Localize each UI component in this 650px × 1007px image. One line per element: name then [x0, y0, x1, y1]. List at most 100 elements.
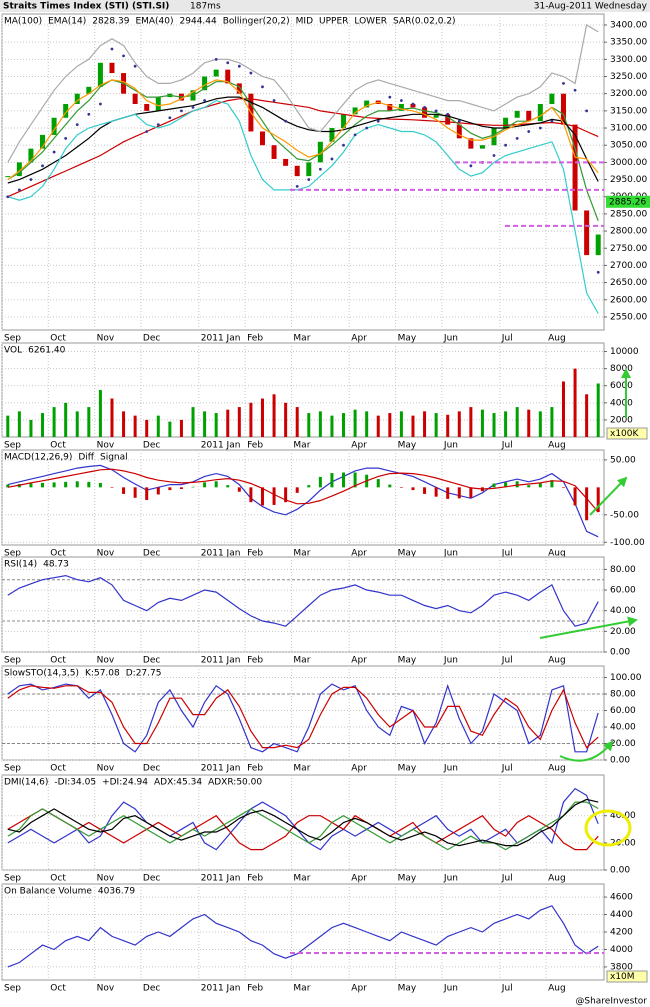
x-tick-label: Mar: [293, 874, 310, 884]
y-tick-label: 50.00: [610, 455, 636, 465]
panel-frame: [1, 556, 605, 653]
sar-dot: [376, 119, 380, 123]
volume-bar: [87, 407, 91, 437]
candle: [422, 107, 428, 118]
x-tick-label: Oct: [50, 874, 66, 884]
legend-entry: MA(100): [4, 17, 42, 27]
y-tick-label: 4000: [610, 945, 633, 955]
volume-bar: [6, 415, 10, 437]
histogram-bar: [561, 487, 565, 488]
histogram-bar: [191, 486, 195, 488]
candle: [387, 103, 393, 111]
sar-dot: [237, 64, 241, 68]
panel-frame: [1, 449, 605, 546]
y-tick-label: 2000: [610, 415, 633, 425]
histogram-bar: [29, 483, 33, 488]
x-tick-label: Sep: [4, 874, 21, 884]
histogram-bar: [145, 487, 149, 500]
x-tick-label: Jun: [443, 656, 458, 666]
y-tick-label: 4600: [610, 893, 633, 903]
histogram-bar: [237, 487, 241, 492]
y-tick-label: 3100.00: [610, 124, 647, 134]
volume-bar: [52, 407, 56, 437]
x-tick-label: Dec: [143, 334, 160, 344]
y-tick-label: 20.00: [610, 739, 636, 749]
legend-entry: +DI:24.94: [102, 778, 148, 788]
legend-group: Bollinger(20,2): [223, 17, 290, 27]
x-tick-label: Dec: [143, 764, 160, 774]
histogram-bar: [388, 484, 392, 488]
volume-bar: [226, 409, 230, 437]
histogram-bar: [307, 485, 311, 488]
sar-dot: [168, 116, 172, 120]
series-line: [7, 24, 599, 163]
histogram-bar: [446, 487, 450, 499]
y-tick-label: 2750.00: [610, 244, 647, 254]
volume-bar: [249, 402, 253, 437]
legend-entry: EMA(40): [135, 17, 173, 27]
last-price-label: 2885.26: [609, 197, 646, 207]
y-tick-label: 60.00: [610, 706, 636, 716]
candle: [306, 162, 312, 177]
x-tick-label: Oct: [50, 334, 66, 344]
x-tick-label: Jul: [501, 656, 513, 666]
y-tick-label: 60.00: [610, 586, 636, 596]
sar-dot: [504, 143, 507, 147]
candle: [86, 86, 92, 94]
y-tick-label: 4200: [610, 928, 633, 938]
volume-bar: [330, 415, 334, 437]
x-tick-label: Sep: [4, 334, 21, 344]
x-tick-label: 2011 Jan: [201, 764, 241, 774]
candle: [225, 69, 231, 84]
histogram-bar: [179, 487, 183, 489]
series-line: [7, 808, 599, 851]
sar-dot: [191, 106, 195, 109]
histogram-bar: [214, 481, 218, 488]
histogram-bar: [538, 483, 542, 488]
x-tick-label: Sep: [4, 441, 21, 451]
candle: [537, 103, 543, 122]
y-tick-label: 6000: [610, 381, 633, 391]
candle: [40, 134, 46, 149]
sar-dot: [307, 178, 311, 181]
sar-dot: [272, 99, 276, 102]
candle: [479, 145, 485, 149]
histogram-bar: [457, 487, 461, 499]
sar-dot: [133, 64, 137, 68]
histogram-bar: [203, 482, 207, 488]
volume-bar: [145, 419, 149, 437]
volume-bar: [457, 411, 461, 437]
candle: [16, 162, 22, 177]
x-tick-label: Feb: [247, 334, 263, 344]
volume-bar: [585, 394, 589, 437]
candle: [445, 114, 451, 125]
candle: [560, 93, 566, 125]
y-tick-label: 40.00: [610, 606, 636, 616]
candle: [317, 141, 323, 163]
sar-dot: [585, 109, 589, 113]
legend-entry: ADX:45.34: [154, 778, 202, 788]
x-tick-label: Aug: [548, 549, 566, 559]
x-tick-label: Sep: [4, 549, 21, 559]
sar-dot: [423, 106, 426, 109]
y-tick-label: 3150.00: [610, 106, 647, 116]
volume-bar: [284, 402, 288, 437]
y-tick-label: 3050.00: [610, 141, 647, 151]
legend-entry: LOWER: [354, 17, 387, 27]
volume-bar: [75, 411, 79, 437]
histogram-bar: [41, 482, 45, 488]
sar-dot: [249, 71, 253, 75]
x-tick-label: 2011 Jan: [201, 656, 241, 666]
sar-dot: [411, 102, 415, 106]
x-tick-label: Feb: [247, 764, 263, 774]
histogram-bar: [98, 482, 102, 488]
x-tick-label: May: [398, 656, 417, 666]
sar-dot: [17, 188, 21, 192]
sar-dot: [64, 136, 68, 140]
candle: [503, 117, 509, 129]
sar-dot: [295, 185, 299, 188]
x-tick-label: Feb: [247, 549, 263, 559]
legend-entry: UPPER: [319, 17, 348, 27]
legend-entry: ADXR:50.00: [208, 778, 262, 788]
histogram-bar: [226, 485, 230, 488]
